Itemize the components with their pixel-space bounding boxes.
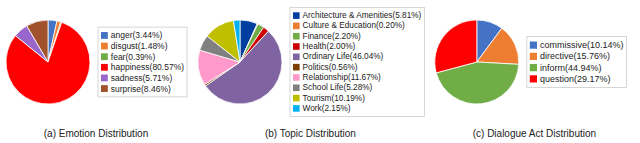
legend-label: Health(2.00%) [303,42,356,51]
legend-label: Work(2.15%) [303,104,351,113]
chart-title: (c) Dialogue Act Distribution [473,128,596,139]
legend-label: sadness(5.71%) [111,73,173,83]
legend-label: question(29.17%) [540,74,611,84]
legend-swatch [101,43,108,50]
legend-label: commissive(10.14%) [540,40,624,50]
pie-slice [207,21,240,62]
legend-swatch [530,64,537,71]
legend-label: Politics(0.56%) [303,63,358,72]
legend-swatch [530,75,537,82]
legend-frame [290,7,424,116]
legend-frame [98,27,187,97]
legend-swatch [293,74,300,81]
pie-slice [435,20,477,73]
figure: anger(3.44%)disgust(1.48%)fear(0.39%)hap… [0,0,640,143]
legend-swatch [293,84,300,91]
legend-label: happiness(80.57%) [111,62,184,72]
pie-slice [233,20,240,62]
legend-label: School Life(5.28%) [303,83,373,92]
legend-swatch [101,75,108,82]
pie-slice [27,20,48,62]
legend-swatch [293,33,300,40]
legend-label: inform(44.94%) [540,63,602,73]
legend-label: surprise(8.46%) [111,84,171,94]
legend: anger(3.44%)disgust(1.48%)fear(0.39%)hap… [98,27,187,97]
legend: Architecture & Amenities(5.81%)Culture &… [290,7,424,116]
legend-label: Culture & Education(0.20%) [303,21,406,30]
legend-label: directive(15.76%) [540,51,610,61]
legend-swatch [293,12,300,19]
legend-label: Tourism(10.19%) [303,94,366,103]
legend-frame [527,37,627,88]
legend-label: anger(3.44%) [111,30,163,40]
legend-swatch [101,32,108,39]
legend-swatch [101,64,108,71]
legend-swatch [530,53,537,60]
legend-label: disgust(1.48%) [111,41,168,51]
legend-swatch [101,85,108,92]
chart-title: (b) Topic Distribution [265,128,356,139]
pie-slice [477,28,519,64]
legend-label: Architecture & Amenities(5.81%) [303,11,422,20]
legend-swatch [293,105,300,112]
legend-swatch [293,43,300,50]
legend-label: Ordinary Life(46.04%) [303,52,384,61]
legend-swatch [293,23,300,30]
legend-swatch [530,42,537,49]
legend-swatch [101,53,108,60]
legend-swatch [293,54,300,61]
legend-label: Relationship(11.67%) [303,73,382,82]
pie-chart: anger(3.44%)disgust(1.48%)fear(0.39%)hap… [6,20,187,139]
chart-title: (a) Emotion Distribution [44,128,148,139]
legend-label: Finance(2.20%) [303,32,361,41]
pie-chart: commissive(10.14%)directive(15.76%) infor… [435,20,627,139]
pie-chart: Architecture & Amenities(5.81%)Culture &… [198,7,424,139]
legend-swatch [293,95,300,102]
legend-label: fear(0.39%) [111,52,156,62]
legend: commissive(10.14%)directive(15.76%) infor… [527,37,627,88]
legend-swatch [293,64,300,71]
